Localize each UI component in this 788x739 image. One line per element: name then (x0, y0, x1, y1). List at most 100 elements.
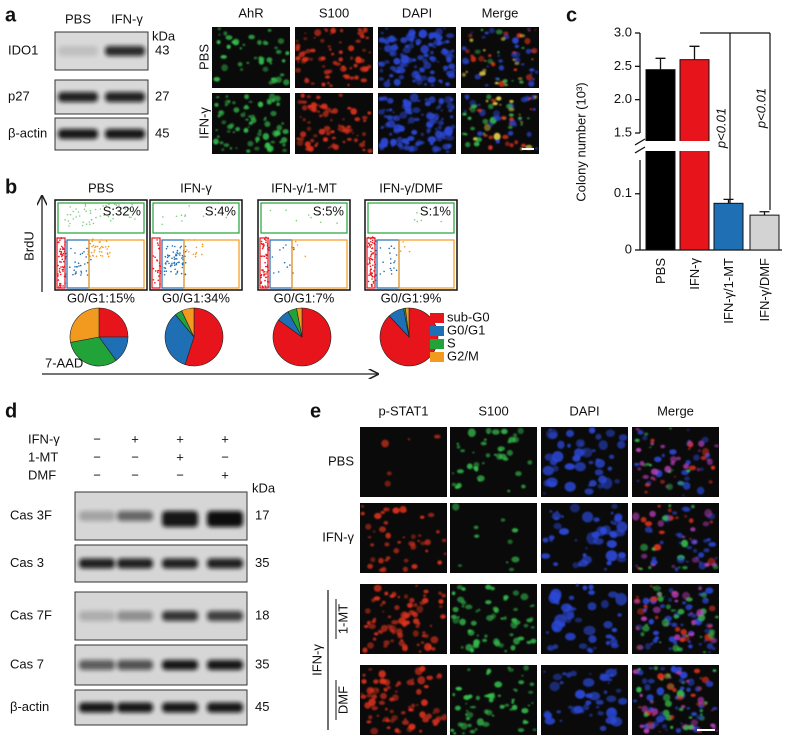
micrograph (450, 665, 537, 735)
event (371, 253, 373, 255)
cell (672, 644, 680, 652)
event (285, 209, 287, 211)
cell (305, 77, 308, 80)
cell (403, 558, 409, 563)
cell (508, 125, 513, 129)
cell (567, 443, 571, 448)
gate-s (367, 202, 455, 234)
cell (486, 65, 489, 68)
cell (493, 453, 497, 456)
cell (402, 46, 411, 54)
cell (675, 728, 682, 733)
event (59, 253, 62, 255)
annotation: p<0.01 (753, 88, 768, 129)
cell (528, 97, 532, 101)
event (102, 246, 104, 249)
cell (378, 670, 386, 678)
cell (518, 118, 522, 122)
cell (494, 81, 499, 85)
cell (440, 99, 444, 102)
cell (646, 694, 654, 701)
cell (495, 139, 500, 144)
kda-label: 27 (155, 88, 169, 103)
cell (650, 438, 655, 443)
cell (689, 538, 692, 540)
cell (364, 702, 372, 709)
cell (651, 714, 656, 717)
cell (359, 67, 364, 71)
cell (692, 540, 697, 544)
cell (574, 538, 578, 542)
cell (636, 479, 640, 483)
cell (320, 38, 325, 43)
cell (644, 684, 651, 691)
cell (244, 94, 250, 100)
cell (462, 72, 466, 77)
cell (585, 700, 592, 705)
cell (418, 650, 422, 653)
cell (435, 34, 443, 41)
cell (416, 605, 424, 613)
event (369, 260, 371, 262)
cell (386, 624, 393, 629)
cell (650, 442, 655, 445)
blot-band (117, 611, 153, 621)
cell (465, 702, 468, 705)
cell (523, 623, 529, 628)
event (69, 266, 71, 269)
event (260, 276, 263, 279)
cell (233, 107, 240, 113)
cell (635, 595, 639, 599)
condition-sign: − (131, 467, 139, 482)
cell (215, 129, 218, 132)
event (184, 262, 187, 264)
event (177, 261, 179, 264)
event (58, 286, 60, 288)
event (108, 213, 111, 216)
cell (531, 701, 534, 705)
cell (553, 522, 562, 530)
event (265, 239, 267, 241)
cell (366, 620, 371, 626)
cell (411, 703, 416, 708)
cell (420, 641, 425, 644)
event (319, 221, 322, 224)
legend-label: G0/G1 (447, 322, 485, 337)
cell (666, 682, 675, 691)
micrograph-cells (362, 584, 446, 653)
row-label: PBS (328, 453, 354, 468)
cell (676, 456, 681, 461)
cell (671, 590, 679, 598)
cell (317, 110, 320, 113)
cell (642, 625, 650, 632)
row-label: IFN-γ (309, 644, 324, 676)
cell (543, 670, 546, 673)
event (393, 267, 395, 269)
cell (644, 490, 648, 494)
cell (413, 603, 418, 608)
cell (504, 83, 508, 87)
cell (512, 37, 519, 44)
event (69, 222, 71, 225)
cell (511, 704, 518, 711)
cell (409, 93, 419, 103)
cell (297, 55, 301, 59)
cell (383, 716, 389, 722)
cell (696, 714, 704, 720)
event (393, 261, 395, 264)
event (420, 219, 423, 222)
cell (517, 728, 525, 733)
cell (520, 123, 523, 126)
cell (460, 600, 467, 605)
cell (684, 514, 688, 518)
cell (325, 75, 330, 79)
event (265, 241, 267, 243)
event (264, 285, 266, 287)
event (59, 286, 62, 288)
cell (366, 720, 372, 724)
cell (415, 41, 420, 46)
cell (255, 136, 260, 142)
cell (411, 129, 418, 135)
cell (341, 125, 345, 129)
cell (485, 99, 489, 103)
